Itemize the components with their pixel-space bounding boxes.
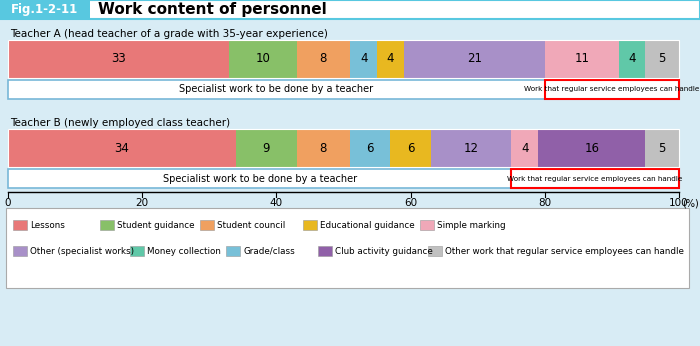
Bar (619, 40, 645, 78)
Text: Work that regular service employees can handle: Work that regular service employees can … (524, 86, 699, 92)
Text: 12: 12 (463, 142, 479, 155)
Bar (350, 129, 391, 167)
Bar (13, 246, 27, 256)
Bar (0, 0, 90, 19)
Bar (226, 246, 240, 256)
Text: 5: 5 (659, 142, 666, 155)
Text: Money collection: Money collection (147, 246, 221, 255)
Text: 4: 4 (386, 53, 394, 65)
Text: 20: 20 (136, 198, 149, 208)
Text: Student guidance: Student guidance (117, 220, 195, 229)
Text: 8: 8 (320, 53, 327, 65)
Text: 40: 40 (270, 198, 283, 208)
Text: 16: 16 (584, 142, 599, 155)
Text: Other (specialist works): Other (specialist works) (30, 246, 134, 255)
Bar (8, 40, 679, 78)
Text: Work content of personnel: Work content of personnel (98, 2, 327, 17)
Bar (297, 129, 350, 167)
Bar (297, 40, 350, 78)
Text: 21: 21 (467, 53, 482, 65)
Text: Fig.1-2-11: Fig.1-2-11 (11, 3, 78, 16)
Text: 6: 6 (367, 142, 374, 155)
Text: Simple marking: Simple marking (437, 220, 505, 229)
Bar (404, 40, 545, 78)
Bar (350, 40, 377, 78)
Text: 0: 0 (5, 198, 11, 208)
Text: 80: 80 (538, 198, 552, 208)
Bar (430, 129, 511, 167)
Bar (100, 220, 114, 230)
Bar (420, 220, 434, 230)
Text: Specialist work to be done by a teacher: Specialist work to be done by a teacher (162, 173, 357, 183)
Bar (230, 40, 297, 78)
Bar (8, 40, 230, 78)
Bar (8, 129, 679, 167)
Bar (545, 40, 619, 78)
Text: Student council: Student council (217, 220, 286, 229)
Text: Work that regular service employees can handle: Work that regular service employees can … (508, 175, 682, 182)
Bar (236, 129, 297, 167)
Text: 6: 6 (407, 142, 414, 155)
Text: 33: 33 (111, 53, 126, 65)
Bar (130, 246, 144, 256)
Text: 5: 5 (659, 53, 666, 65)
Bar (8, 129, 236, 167)
Text: 34: 34 (115, 142, 130, 155)
Bar (545, 80, 679, 99)
Bar (0, 0, 700, 19)
Bar (377, 40, 404, 78)
Text: 9: 9 (262, 142, 270, 155)
Text: 4: 4 (521, 142, 528, 155)
Bar (6, 208, 689, 288)
Text: 11: 11 (574, 53, 589, 65)
Text: 4: 4 (629, 53, 636, 65)
Bar (8, 169, 679, 188)
Text: Lessons: Lessons (30, 220, 65, 229)
Text: Educational guidance: Educational guidance (320, 220, 414, 229)
Text: 100: 100 (669, 198, 689, 208)
Text: Other work that regular service employees can handle: Other work that regular service employee… (445, 246, 684, 255)
Text: Grade/class: Grade/class (243, 246, 295, 255)
Text: (%): (%) (682, 198, 699, 208)
Bar (538, 129, 645, 167)
Bar (318, 246, 332, 256)
Text: Specialist work to be done by a teacher: Specialist work to be done by a teacher (179, 84, 374, 94)
Text: 4: 4 (360, 53, 368, 65)
Text: 60: 60 (404, 198, 417, 208)
Bar (303, 220, 317, 230)
Text: Teacher A (head teacher of a grade with 35-year experience): Teacher A (head teacher of a grade with … (10, 29, 328, 39)
Bar (511, 129, 538, 167)
Bar (645, 40, 679, 78)
Text: 10: 10 (256, 53, 270, 65)
Text: 8: 8 (320, 142, 327, 155)
Text: Teacher B (newly employed class teacher): Teacher B (newly employed class teacher) (10, 118, 230, 128)
Text: Club activity guidance: Club activity guidance (335, 246, 433, 255)
Bar (13, 220, 27, 230)
Bar (511, 169, 679, 188)
Bar (0, 0, 700, 19)
Bar (391, 129, 430, 167)
Bar (645, 129, 679, 167)
Bar (428, 246, 442, 256)
Bar (8, 80, 679, 99)
Bar (200, 220, 214, 230)
